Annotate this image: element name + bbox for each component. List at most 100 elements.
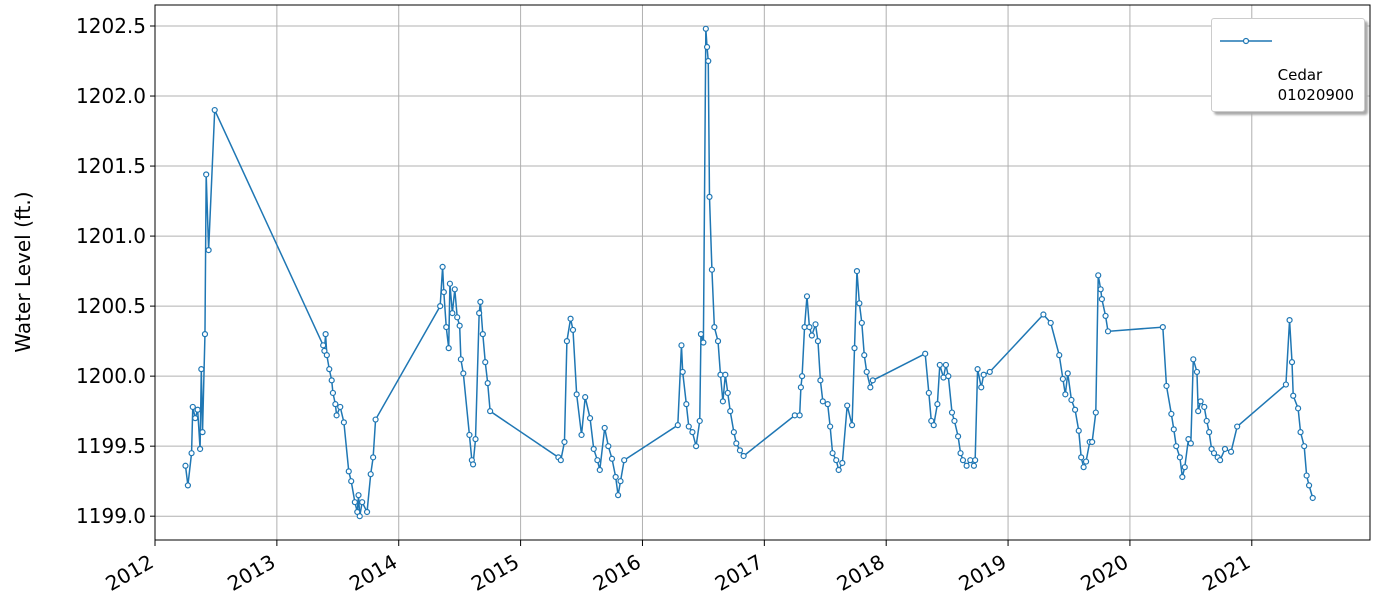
data-point [1097,286,1104,293]
data-point [1176,454,1183,461]
data-point [359,499,366,506]
data-point [1210,450,1218,457]
data-point [1286,317,1293,324]
data-point [957,450,964,457]
data-point [1159,324,1166,331]
data-point [351,499,358,506]
data-point [469,461,477,468]
data-point [569,326,577,334]
data-point [1217,457,1224,464]
data-point [439,263,446,270]
data-point [326,366,333,373]
data-point [708,266,716,273]
data-point [940,374,947,381]
data-point [1062,391,1069,398]
data-point [614,492,622,499]
data-point [1197,398,1204,405]
legend: Cedar 01020900 [1210,18,1365,112]
data-point [476,310,483,317]
data-point [189,403,196,411]
data-point [328,377,335,384]
data-point [848,422,856,429]
data-point [696,417,703,425]
data-point [479,331,486,338]
data-point [817,377,824,384]
data-point [199,429,206,436]
data-point [1056,352,1063,359]
data-point [1173,443,1180,450]
data-point [1221,445,1229,453]
data-point [356,513,363,520]
data-point [188,450,195,457]
data-point [1089,438,1096,446]
data-point [372,416,379,423]
data-point [1059,375,1066,383]
data-point [451,286,458,293]
data-point [329,389,337,397]
data-point [803,293,811,300]
data-point [1201,403,1208,411]
data-point [851,345,858,352]
data-point [621,457,628,464]
data-point [801,324,808,331]
data-point [839,459,846,467]
data-point [1080,464,1087,471]
data-point [323,352,330,359]
data-point [1071,406,1079,413]
data-point [332,401,339,408]
data-point [1068,396,1075,404]
data-point [1288,359,1296,366]
data-point [697,331,705,338]
data-point [590,445,597,453]
data-point [689,429,696,436]
data-point [487,408,494,415]
data-point [1163,382,1170,390]
data-point [345,468,352,475]
data-point [951,417,958,425]
data-point [601,424,608,432]
data-point [446,280,454,287]
y-tick-label: 1200.5 [76,294,146,318]
data-point [1098,296,1105,303]
data-point [978,384,985,391]
data-point [1203,417,1210,425]
data-point [573,391,580,398]
data-point [674,422,681,429]
data-point [717,371,724,378]
x-tick-label: 2012 [101,550,157,596]
data-point [942,361,950,369]
data-point [814,338,822,345]
x-tick-label: 2016 [589,550,645,596]
data-point [578,431,585,439]
data-point [1102,312,1109,320]
data-point [692,443,700,450]
data-point [1075,427,1082,434]
data-point [333,412,340,419]
data-point [1282,381,1290,388]
data-line [184,28,1314,517]
data-point [567,315,574,322]
y-tick-label: 1201.5 [76,154,146,178]
data-point [797,384,804,391]
data-point [1047,319,1054,327]
data-point [1309,494,1316,502]
y-tick-label: 1199.5 [76,434,146,458]
data-point [1170,426,1177,433]
data-point [194,406,201,413]
data-point [370,454,377,461]
y-tick-label: 1202.0 [76,84,146,108]
data-point [812,321,819,328]
data-point [1234,423,1241,430]
data-point [954,433,962,440]
data-point [678,342,685,349]
data-point [456,322,463,329]
x-tick-label: 2014 [345,550,401,596]
data-point [835,466,842,474]
data-point [484,380,491,387]
data-point [974,366,981,373]
y-axis-label: Water Level (ft.) [11,191,35,352]
data-point [936,361,943,369]
data-point [727,408,734,415]
data-point [1193,368,1201,376]
